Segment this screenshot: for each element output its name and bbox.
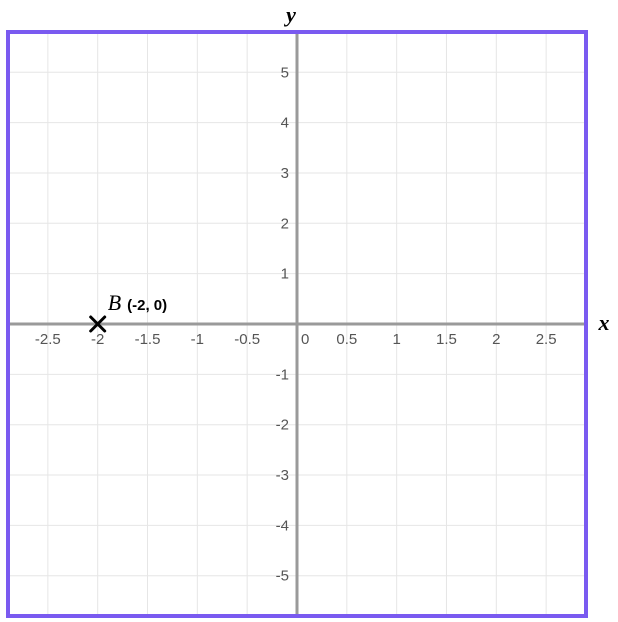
y-tick-label: -1 — [276, 366, 289, 383]
chart-container: -2.5 -2 -1.5 -1 -0.5 0 0.5 1 1.5 2 2.5 -5 -4 -3 -2 -1 1 2… — [0, 0, 618, 622]
x-tick-label: 2 — [492, 331, 500, 348]
x-tick-label: -1 — [191, 331, 204, 348]
x-tick-label: -2 — [91, 331, 104, 348]
x-tick-label: 2.5 — [536, 331, 557, 348]
x-tick-label: 0.5 — [336, 331, 357, 348]
x-tick-label: 0 — [301, 331, 309, 348]
y-tick-label: -5 — [276, 568, 289, 585]
x-tick-label: -1.5 — [135, 331, 161, 348]
x-tick-label: 1.5 — [436, 331, 457, 348]
y-tick-label: 2 — [281, 215, 289, 232]
y-tick-label: -4 — [276, 517, 289, 534]
y-tick-label: -3 — [276, 467, 289, 484]
coordinate-grid-chart: -2.5 -2 -1.5 -1 -0.5 0 0.5 1 1.5 2 2.5 -5 -4 -3 -2 -1 1 2… — [0, 0, 618, 622]
y-tick-label: 4 — [281, 115, 289, 132]
x-tick-label: -2.5 — [35, 331, 61, 348]
y-tick-label: 5 — [281, 64, 289, 81]
y-tick-label: 1 — [281, 266, 289, 283]
y-tick-label: 3 — [281, 165, 289, 182]
y-tick-label: -2 — [276, 417, 289, 434]
x-axis-label: x — [598, 310, 610, 335]
x-tick-label: -0.5 — [234, 331, 260, 348]
x-tick-label: 1 — [392, 331, 400, 348]
